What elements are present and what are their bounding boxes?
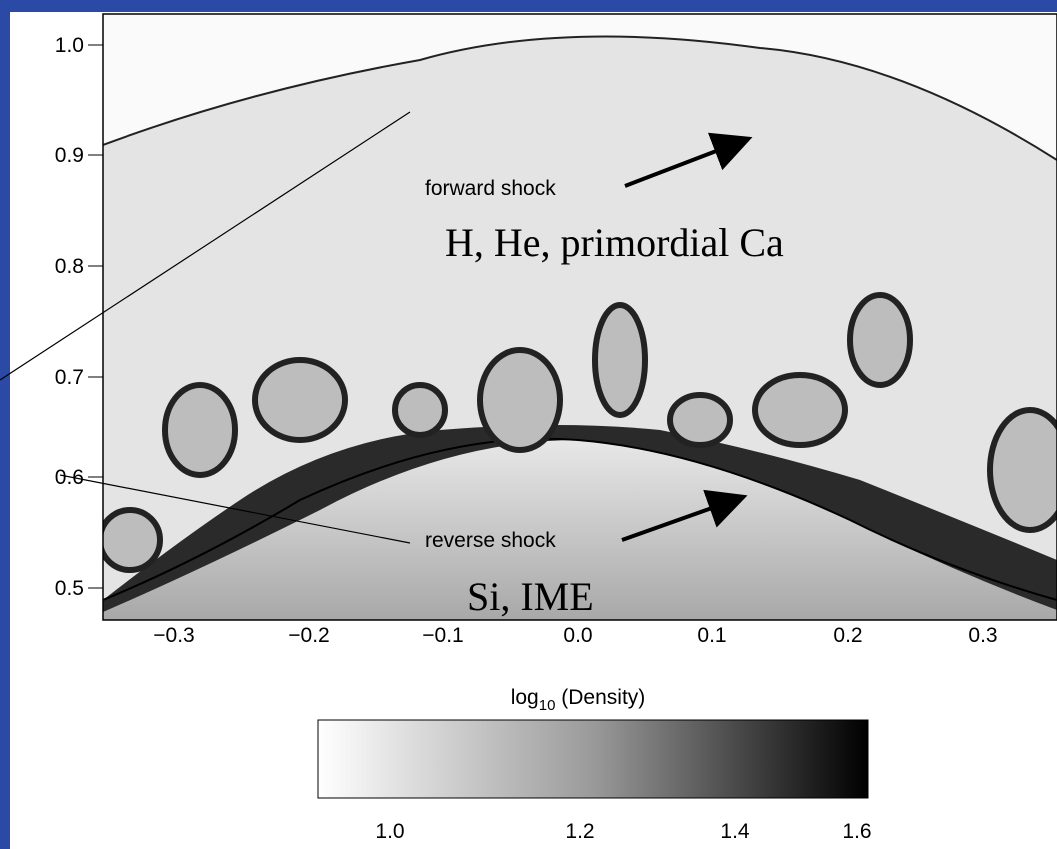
y-tick-label: 0.8 (55, 255, 84, 278)
colorbar-tick-label: 1.4 (720, 820, 750, 843)
x-tick-label: −0.1 (422, 624, 463, 647)
y-tick-label: 0.5 (55, 577, 84, 600)
x-tick-label: 0.3 (968, 624, 997, 647)
region-label: H, He, primordial Ca (445, 220, 784, 265)
y-tick-label: 0.9 (55, 144, 84, 167)
label-main: log (511, 686, 539, 709)
colorbar-tick-label: 1.0 (375, 820, 404, 843)
frame-left (0, 0, 10, 849)
colorbar-tick-label: 1.2 (565, 820, 594, 843)
label-sub: 10 (539, 697, 556, 714)
annotation: forward shock (425, 177, 556, 200)
x-tick-label: −0.2 (288, 624, 329, 647)
y-tick-label: 1.0 (55, 34, 84, 57)
colorbar (318, 720, 868, 798)
x-tick-label: 0.0 (563, 624, 592, 647)
slide: 1.0 0.9 0.8 0.7 0.6 0.5 −0.3 −0.2 −0.1 0… (0, 0, 1057, 849)
region-label: Si, IME (467, 574, 594, 619)
frame-top (0, 0, 1057, 12)
colorbar-tick-label: 1.6 (842, 820, 871, 843)
density-image (100, 14, 1057, 620)
y-tick-label: 0.6 (55, 466, 84, 489)
label-rest: (Density) (555, 686, 645, 709)
x-tick-label: −0.3 (153, 624, 194, 647)
x-tick-label: 0.1 (697, 624, 726, 647)
x-tick-label: 0.2 (833, 624, 862, 647)
annotation: reverse shock (425, 529, 556, 552)
y-tick-label: 0.7 (55, 366, 84, 389)
